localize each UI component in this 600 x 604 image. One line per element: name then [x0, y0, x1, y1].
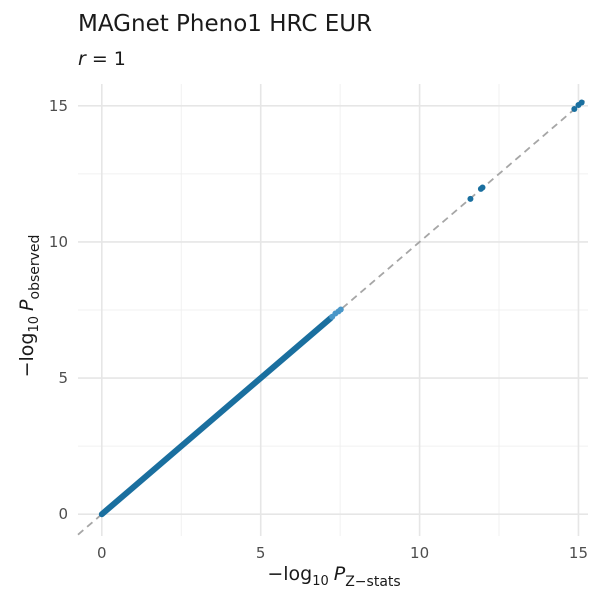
chart-title: MAGnet Pheno1 HRC EUR — [78, 11, 372, 37]
x-tick-label: 10 — [410, 544, 429, 562]
y-tick-label: 0 — [58, 505, 68, 523]
subtitle-value: = 1 — [86, 48, 126, 70]
x-tick-label: 5 — [256, 544, 266, 562]
x-axis-label-prefix: −log — [267, 563, 312, 585]
x-tick-label: 15 — [569, 544, 588, 562]
data-points — [98, 99, 585, 518]
data-point — [479, 184, 486, 191]
data-point — [337, 306, 344, 313]
y-axis-label-prefix: −log — [16, 333, 38, 378]
x-axis-label-variable: P — [334, 563, 346, 585]
data-point-cloud — [98, 315, 334, 518]
data-point — [467, 195, 474, 202]
y-tick-label: 5 — [58, 369, 68, 387]
grid — [78, 84, 588, 536]
chart-subtitle: r = 1 — [78, 48, 126, 70]
subtitle-variable: r — [78, 48, 87, 70]
data-point — [578, 99, 585, 106]
x-tick-label: 0 — [97, 544, 107, 562]
y-tick-label: 10 — [49, 233, 68, 251]
tick-labels: 0 5 10 15 0 5 10 15 — [49, 97, 588, 562]
x-axis-label: −log10 PZ−stats — [267, 563, 400, 590]
x-axis-label-log-base: 10 — [312, 574, 329, 589]
y-tick-label: 15 — [49, 97, 68, 115]
x-axis-label-subscript: Z−stats — [345, 574, 400, 590]
y-axis-label-log-base: 10 — [27, 316, 42, 333]
data-point — [571, 106, 578, 113]
y-axis-label-subscript: observed — [27, 235, 43, 300]
y-axis-label-variable: P — [16, 299, 38, 311]
y-axis-label: −log10 Pobserved — [16, 235, 43, 378]
